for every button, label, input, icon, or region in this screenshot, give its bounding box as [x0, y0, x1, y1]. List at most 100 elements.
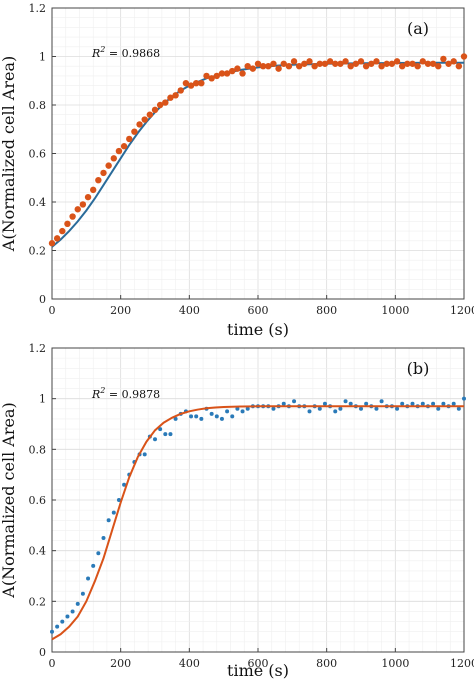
data-point	[69, 213, 76, 220]
data-point	[348, 401, 353, 406]
data-point	[265, 62, 272, 70]
data-point	[352, 60, 360, 67]
data-point	[208, 75, 215, 82]
data-point	[399, 62, 406, 70]
data-point	[194, 414, 199, 419]
data-point	[163, 432, 168, 437]
data-point	[271, 406, 276, 411]
y-tick-label: 0	[39, 293, 46, 306]
data-point	[199, 416, 204, 421]
data-point	[235, 406, 240, 411]
data-point	[254, 60, 262, 67]
data-point	[75, 601, 80, 606]
data-point	[146, 111, 154, 118]
data-point	[234, 65, 241, 72]
data-point	[136, 121, 143, 128]
data-point	[167, 94, 174, 101]
data-point	[70, 609, 75, 614]
data-point	[462, 396, 466, 401]
x-axis-title: time (s)	[227, 661, 289, 680]
data-point	[419, 58, 426, 65]
data-point	[110, 155, 118, 162]
data-point	[270, 60, 277, 67]
data-point	[429, 60, 437, 67]
data-point	[111, 510, 116, 515]
data-point	[249, 65, 257, 72]
data-point	[373, 58, 380, 65]
data-point	[50, 629, 54, 634]
data-point	[347, 62, 354, 70]
data-point	[374, 406, 379, 411]
data-point	[440, 55, 447, 63]
data-point	[229, 67, 236, 75]
data-point	[410, 401, 415, 406]
data-point	[219, 416, 224, 421]
data-point	[96, 551, 101, 556]
data-point	[115, 147, 123, 155]
data-point	[214, 414, 219, 419]
data-point	[409, 60, 416, 67]
data-point	[90, 186, 97, 194]
panel-label: (a)	[407, 19, 429, 38]
data-point	[177, 87, 184, 94]
y-tick-label: 1	[39, 51, 46, 64]
data-point	[91, 563, 96, 568]
data-point	[245, 406, 250, 411]
data-point	[378, 62, 385, 70]
data-point	[193, 79, 200, 87]
data-point	[400, 401, 405, 406]
data-point	[431, 401, 436, 406]
x-tick-label: 600	[248, 657, 269, 670]
data-point	[456, 406, 461, 411]
data-point	[317, 406, 322, 411]
data-point	[322, 401, 327, 406]
data-point	[116, 498, 121, 502]
data-point	[187, 82, 195, 89]
x-tick-label: 800	[316, 304, 337, 317]
data-point	[151, 106, 159, 114]
data-point	[307, 409, 312, 414]
data-point	[292, 399, 297, 404]
x-tick-label: 200	[110, 657, 131, 670]
data-point	[209, 411, 214, 416]
data-point	[100, 169, 107, 177]
data-point	[48, 240, 56, 247]
data-point	[106, 518, 111, 523]
data-point	[357, 58, 365, 65]
data-point	[460, 53, 468, 60]
data-point	[141, 116, 148, 123]
data-point	[53, 235, 61, 242]
y-axis-title: A(Normalized cell Area)	[0, 56, 18, 252]
data-point	[223, 70, 231, 77]
y-tick-label: 1.2	[29, 2, 47, 15]
data-point	[122, 482, 127, 487]
data-point	[451, 401, 456, 406]
data-point	[126, 135, 133, 143]
data-point	[395, 406, 400, 411]
data-point	[362, 62, 370, 70]
data-point	[244, 62, 251, 70]
data-point	[101, 536, 106, 540]
data-point	[59, 227, 66, 235]
data-point	[332, 60, 339, 67]
data-point	[156, 101, 164, 109]
data-point	[436, 406, 441, 411]
data-point	[455, 62, 463, 70]
x-tick-label: 600	[248, 304, 269, 317]
y-axis-title: A(Normalized cell Area)	[0, 402, 18, 598]
data-point	[441, 401, 446, 406]
y-tick-label: 0.2	[29, 245, 47, 258]
data-point	[173, 416, 178, 421]
data-point	[364, 401, 369, 406]
data-point	[290, 58, 298, 65]
data-point	[162, 99, 169, 106]
data-point	[86, 576, 91, 581]
data-point	[388, 60, 396, 67]
data-point	[285, 62, 293, 70]
data-point	[240, 409, 245, 414]
x-tick-label: 400	[179, 304, 200, 317]
y-tick-label: 1	[39, 393, 46, 406]
data-point	[296, 62, 303, 70]
data-point	[74, 206, 81, 213]
